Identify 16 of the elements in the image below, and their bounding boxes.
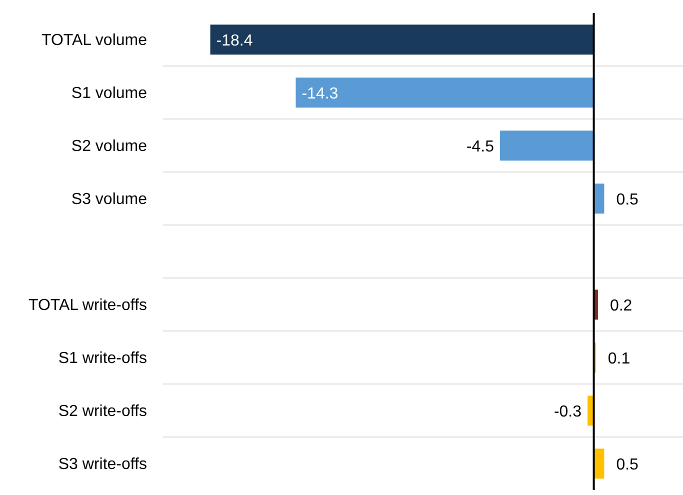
y-tick-label: TOTAL write-offs <box>28 297 147 314</box>
y-tick-label: S3 write-offs <box>58 456 147 474</box>
y-tick-label: TOTAL volume <box>41 32 148 50</box>
data-label: -18.4 <box>216 32 253 50</box>
y-tick-label: S1 volume <box>71 85 148 102</box>
data-label: 0.2 <box>610 297 632 314</box>
data-label: -0.3 <box>554 403 582 420</box>
y-tick-label: S3 volume <box>71 191 148 208</box>
y-tick-label: S2 volume <box>71 138 148 156</box>
data-label: 0.5 <box>616 456 639 474</box>
data-label: -4.5 <box>466 138 494 156</box>
data-label: -14.3 <box>302 85 338 102</box>
data-label: 0.1 <box>608 350 630 368</box>
data-label: 0.5 <box>616 191 639 208</box>
y-tick-label: S1 write-offs <box>58 350 147 368</box>
y-tick-label: S2 write-offs <box>58 403 147 420</box>
